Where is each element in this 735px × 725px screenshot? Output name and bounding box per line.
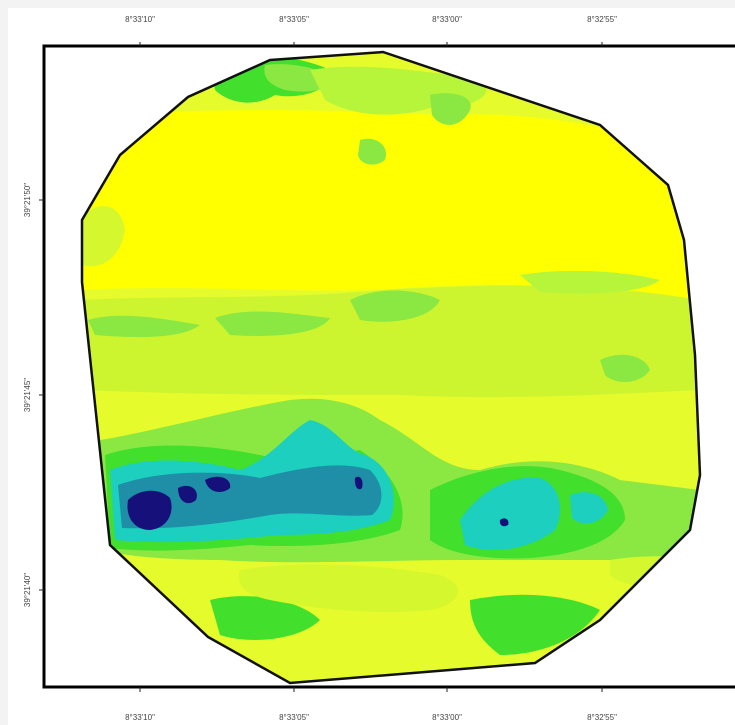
x-tick-label-top-1: 8°33'10" [125, 15, 155, 24]
zone-light-green-streak-5 [600, 354, 650, 382]
zone-cyan-right [460, 477, 560, 550]
x-tick-label-top-4: 8°32'55" [587, 15, 617, 24]
zone-navy-4 [354, 476, 363, 490]
zone-light-green-streak-2 [215, 311, 330, 337]
zone-navy-core [127, 490, 172, 530]
zone-navy-5 [499, 518, 509, 527]
zone-yellow-upper [82, 110, 700, 300]
zone-green-bottom-left [210, 596, 320, 640]
zone-navy-3 [205, 476, 231, 492]
tick-labels: 8°33'10" 8°33'05" 8°33'00" 8°32'55" 8°33… [23, 15, 617, 722]
y-tick-label-left-3: 39°21'40" [23, 573, 32, 607]
x-tick-label-bottom-3: 8°33'00" [432, 713, 462, 722]
zone-green-top-right [430, 93, 471, 125]
x-tick-label-bottom-2: 8°33'05" [279, 713, 309, 722]
zone-navy-2 [178, 485, 197, 504]
zone-light-green-streak-3 [350, 290, 440, 322]
zone-green-bottom-right [470, 594, 600, 655]
zone-yellow-green-left-upper [82, 206, 125, 267]
zone-teal-left [118, 465, 382, 529]
zone-light-green-streak-1 [88, 315, 200, 338]
x-tick-label-bottom-1: 8°33'10" [125, 713, 155, 722]
zone-green-top-mid-2 [358, 138, 386, 165]
zone-yellow-green-lower [238, 564, 459, 612]
field-boundary [80, 50, 702, 685]
y-tick-label-left-2: 39°21'45" [23, 378, 32, 412]
field-raster [82, 52, 700, 683]
ticks [39, 42, 603, 692]
zone-cyan-right-2 [570, 492, 608, 524]
x-tick-label-top-2: 8°33'05" [279, 15, 309, 24]
zone-light-green-streak-4 [520, 270, 660, 294]
x-tick-label-bottom-4: 8°32'55" [587, 713, 617, 722]
x-tick-label-top-3: 8°33'00" [432, 15, 462, 24]
y-tick-label-left-1: 39°21'50" [23, 183, 32, 217]
